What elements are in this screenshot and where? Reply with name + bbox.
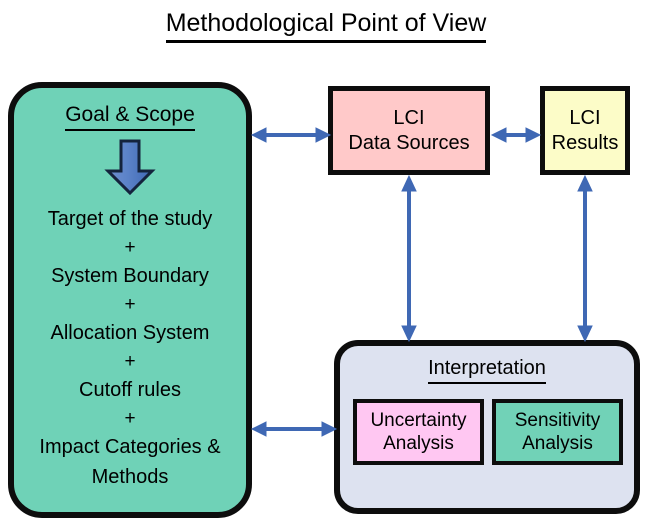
goal-item-plus-4: +	[124, 408, 136, 429]
goal-item-plus-1: +	[124, 237, 136, 258]
connector-lci-results-to-interpretation	[572, 174, 598, 343]
goal-and-scope-heading-text: Goal & Scope	[65, 102, 195, 131]
interpretation-heading-text: Interpretation	[428, 356, 546, 384]
lci-results-box: LCI Results	[540, 86, 630, 175]
interpretation-heading: Interpretation	[340, 356, 634, 384]
goal-and-scope-item-list: Target of the study + System Boundary + …	[18, 204, 242, 492]
interpretation-card: Interpretation Uncertainty Analysis Sens…	[334, 340, 640, 514]
goal-item-system-boundary: System Boundary	[51, 265, 209, 287]
connector-lci-data-sources-to-interpretation	[396, 174, 422, 343]
connector-lci-data-sources-to-lci-results	[490, 122, 542, 148]
page-title: Methodological Point of View	[0, 8, 652, 43]
goal-item-impact-categories: Impact Categories & Methods	[39, 436, 221, 488]
sensitivity-analysis-label: Sensitivity Analysis	[514, 410, 601, 454]
connector-goal-scope-to-lci-data-sources	[250, 122, 332, 148]
uncertainty-analysis-box: Uncertainty Analysis	[353, 399, 484, 465]
interpretation-sub-boxes: Uncertainty Analysis Sensitivity Analysi…	[353, 399, 623, 465]
sensitivity-analysis-box: Sensitivity Analysis	[492, 399, 623, 465]
goal-item-allocation-system: Allocation System	[50, 322, 210, 344]
lci-data-sources-label: LCI Data Sources	[348, 106, 470, 154]
uncertainty-analysis-label: Uncertainty Analysis	[370, 410, 467, 454]
page-title-text: Methodological Point of View	[165, 8, 487, 43]
lci-data-sources-box: LCI Data Sources	[328, 86, 490, 175]
goal-and-scope-heading: Goal & Scope	[14, 102, 246, 131]
down-arrow-icon	[102, 138, 158, 196]
goal-item-cutoff-rules: Cutoff rules	[79, 379, 181, 401]
goal-item-plus-3: +	[124, 351, 136, 372]
goal-item-plus-2: +	[124, 294, 136, 315]
lci-results-label: LCI Results	[551, 106, 619, 154]
goal-and-scope-card: Goal & Scope Target of the study + Syste…	[8, 82, 252, 518]
goal-item-target: Target of the study	[47, 208, 213, 230]
connector-goal-scope-to-interpretation	[250, 416, 338, 442]
